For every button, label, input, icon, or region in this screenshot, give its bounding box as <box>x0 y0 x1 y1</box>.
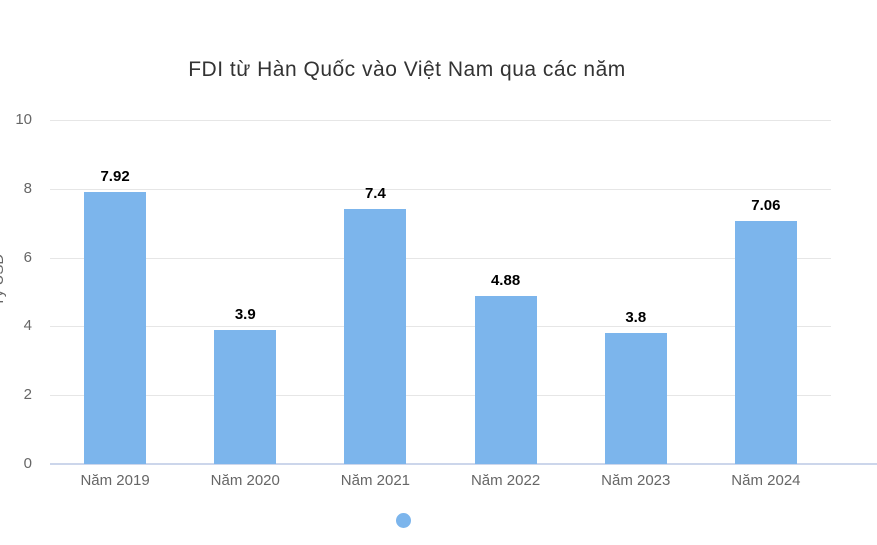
xaxis-line <box>50 463 877 465</box>
data-label-năm-2023: 3.8 <box>625 309 647 327</box>
bar-năm-2023[interactable] <box>604 333 667 464</box>
xtick-label-năm-2022[interactable]: Năm 2022 <box>470 472 541 489</box>
data-label-năm-2019: 7.92 <box>100 167 130 185</box>
gridline-y-6 <box>50 257 831 259</box>
gridline-y-8 <box>50 188 831 190</box>
bar-năm-2019[interactable] <box>84 191 147 464</box>
xtick-label-năm-2023[interactable]: Năm 2023 <box>601 472 671 489</box>
plot-area <box>50 120 831 464</box>
gridline-y-2 <box>50 395 831 397</box>
bar-năm-2022[interactable] <box>474 296 537 464</box>
bar-năm-2020[interactable] <box>214 329 277 464</box>
xtick-label-năm-2020[interactable]: Năm 2020 <box>210 472 280 489</box>
legend-marker-circle[interactable] <box>396 513 411 528</box>
ytick-label-2: 2 <box>23 386 32 404</box>
xtick-label-năm-2024[interactable]: Năm 2024 <box>731 472 801 489</box>
xtick-label-năm-2019[interactable]: Năm 2019 <box>80 472 150 489</box>
bar-năm-2021[interactable] <box>344 209 407 464</box>
bar-năm-2024[interactable] <box>734 221 797 464</box>
gridline-y-4 <box>50 326 831 328</box>
ytick-label-0: 0 <box>23 455 32 472</box>
data-label-năm-2024: 7.06 <box>751 197 781 215</box>
yaxis-title: Tỷ USD <box>0 253 7 307</box>
chart-title: FDI từ Hàn Quốc vào Việt Nam qua các năm <box>188 58 626 81</box>
data-label-năm-2022: 4.88 <box>490 272 521 290</box>
ytick-label-10: 10 <box>15 111 32 128</box>
data-label-năm-2021: 7.4 <box>364 185 386 203</box>
xtick-label-năm-2021[interactable]: Năm 2021 <box>340 472 411 489</box>
gridline-y-10 <box>50 120 831 121</box>
data-label-năm-2020: 3.9 <box>234 305 256 323</box>
ytick-label-6: 6 <box>23 248 32 266</box>
ytick-label-8: 8 <box>23 179 32 197</box>
ytick-label-4: 4 <box>23 317 32 335</box>
